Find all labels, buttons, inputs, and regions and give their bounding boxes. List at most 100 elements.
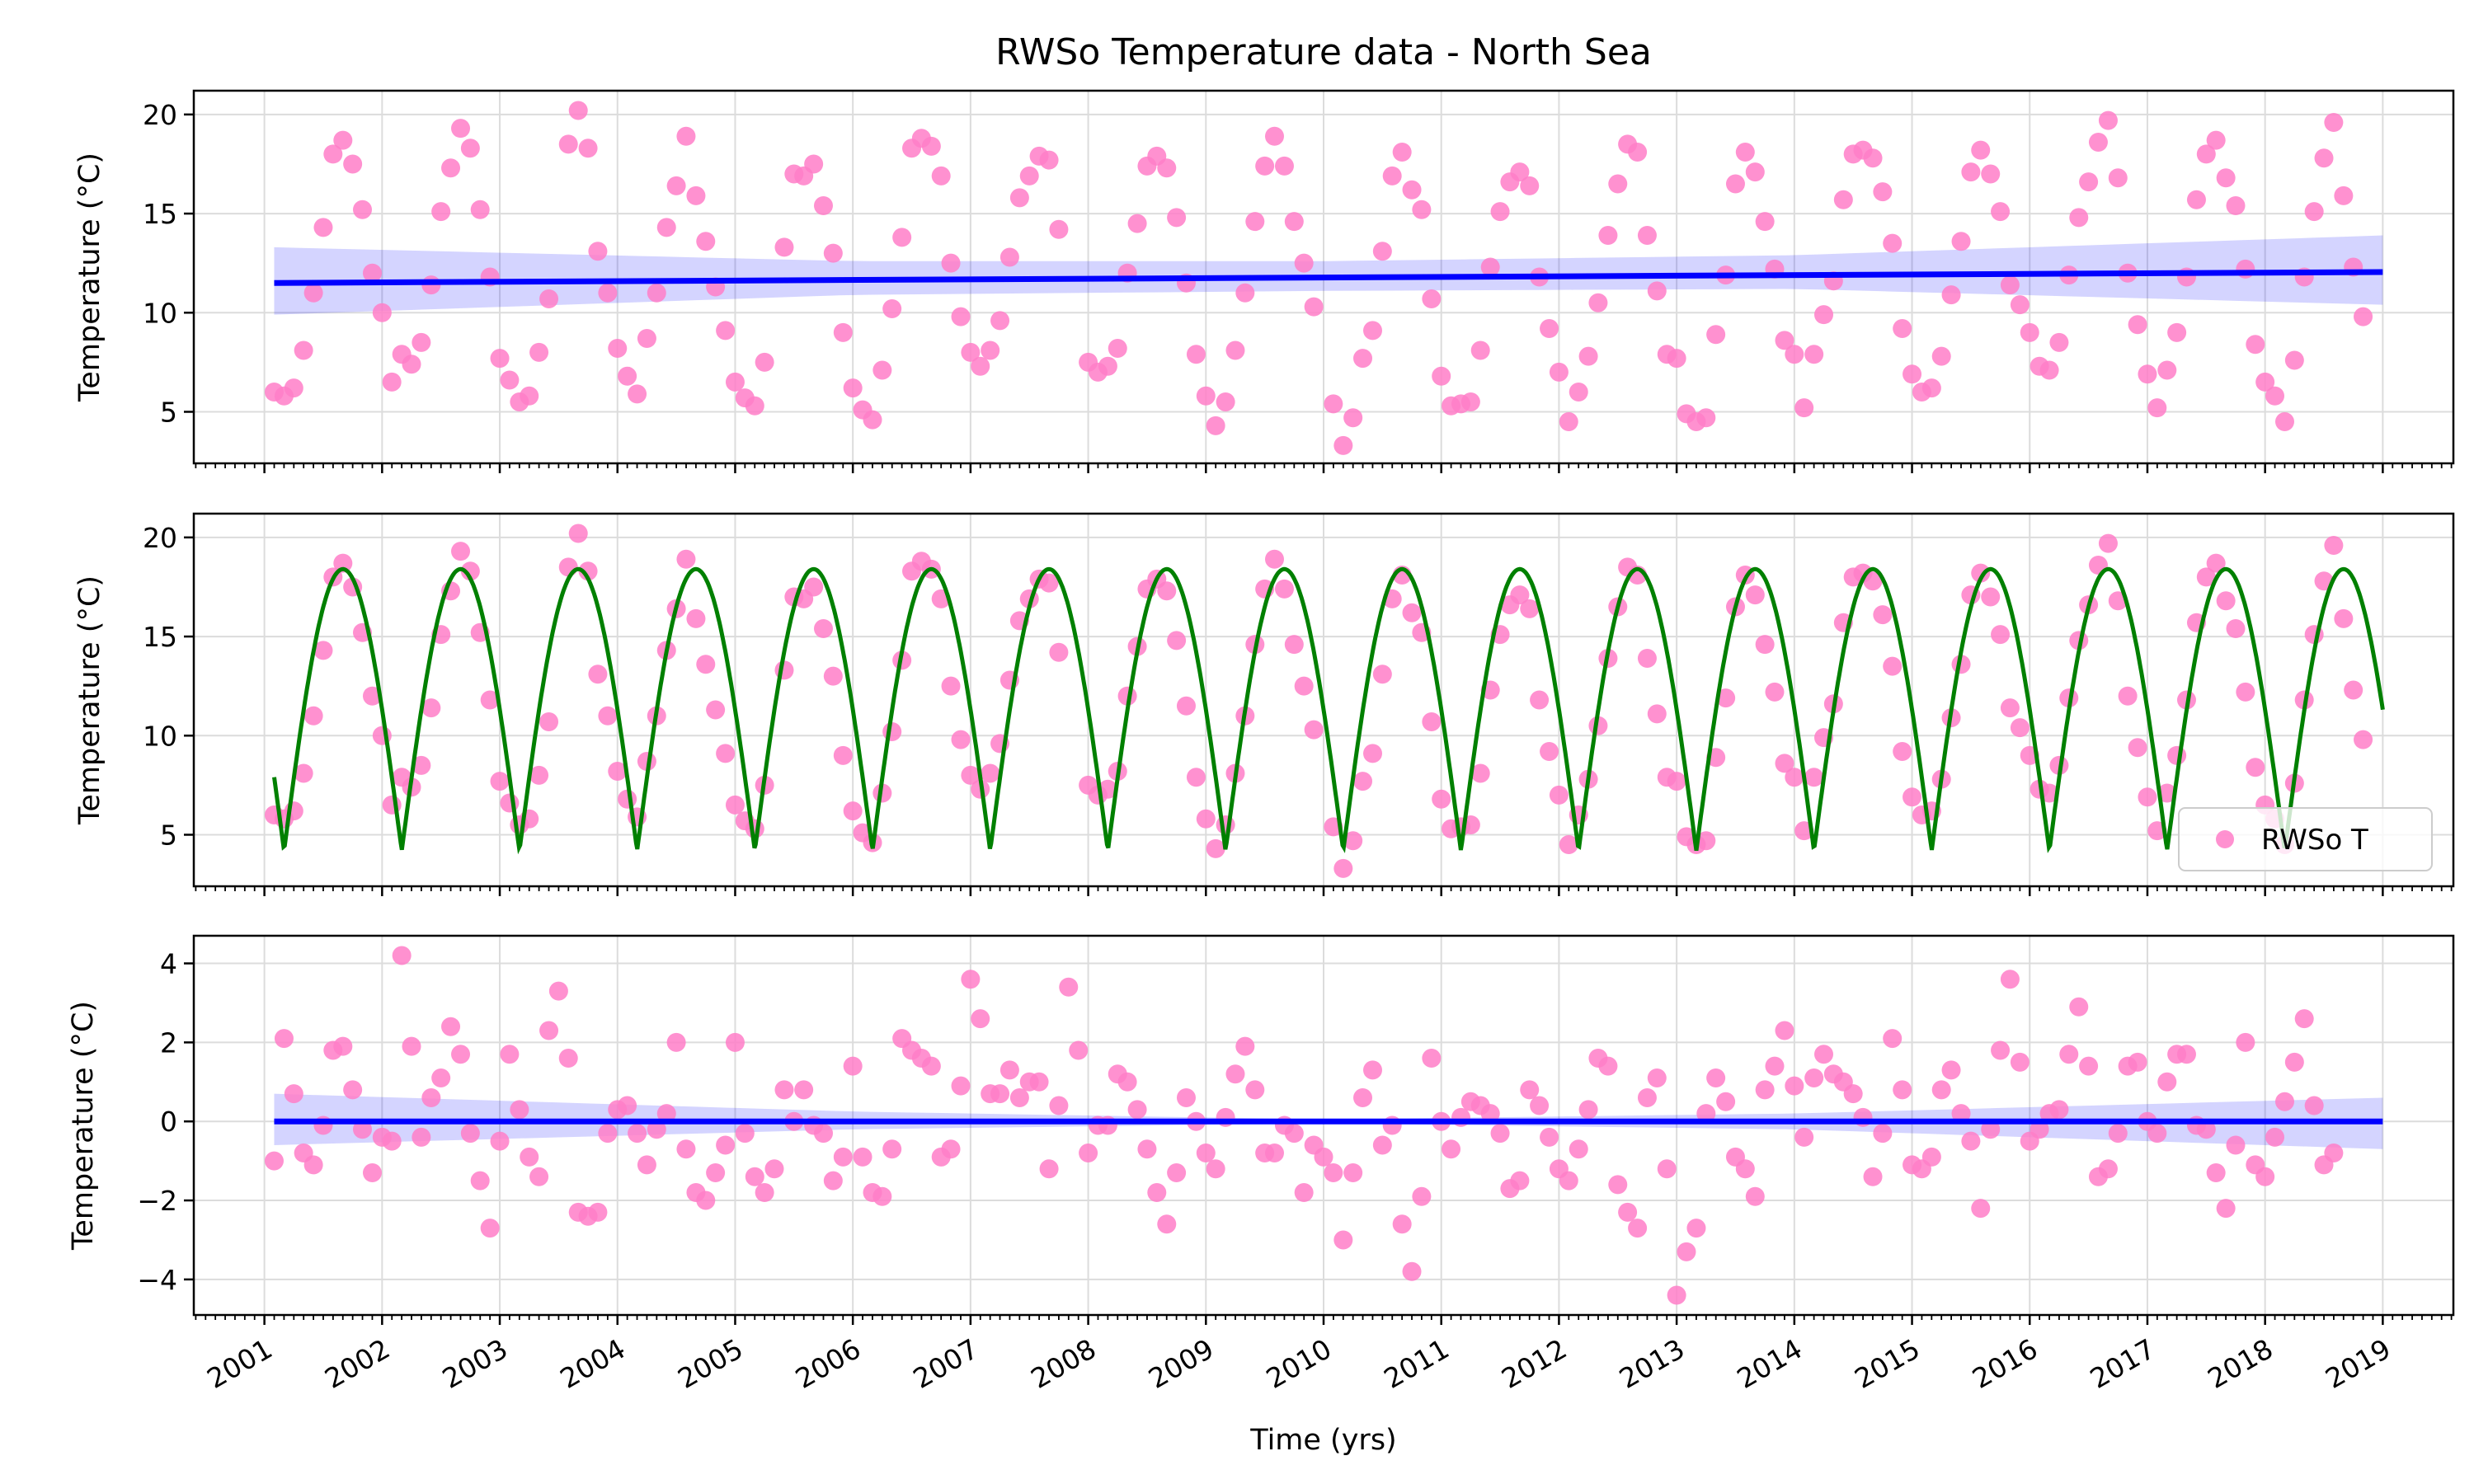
data-point <box>1510 162 1530 182</box>
data-point <box>1951 232 1971 251</box>
data-point <box>294 763 313 783</box>
data-point <box>558 557 578 577</box>
data-point <box>1039 150 1059 170</box>
data-point <box>1598 1056 1618 1076</box>
data-point <box>1460 392 1480 411</box>
data-point <box>1392 143 1412 162</box>
data-point <box>1480 1104 1500 1124</box>
data-point <box>1176 1087 1196 1107</box>
data-point <box>1785 1076 1804 1096</box>
data-point <box>990 1084 1010 1104</box>
data-point <box>1432 366 1451 386</box>
data-point <box>1264 549 1284 569</box>
data-point <box>2226 618 2246 638</box>
data-point <box>1520 176 1540 195</box>
data-point <box>1794 1127 1814 1147</box>
data-point <box>2079 172 2099 192</box>
data-point <box>1559 1171 1578 1190</box>
data-point <box>500 793 520 813</box>
data-point <box>2128 1052 2147 1072</box>
data-point <box>451 542 471 561</box>
data-point <box>1991 202 2011 222</box>
data-point <box>539 289 559 308</box>
data-point <box>2000 698 2020 718</box>
data-point <box>529 765 549 785</box>
data-point <box>725 795 745 815</box>
data-point <box>1931 1080 1951 1100</box>
data-point <box>716 321 736 340</box>
data-point <box>1480 257 1500 277</box>
data-point <box>1049 1096 1069 1115</box>
data-point <box>520 386 539 406</box>
data-point <box>1637 226 1657 246</box>
data-point <box>686 186 706 205</box>
data-point <box>588 242 608 261</box>
data-point <box>2236 259 2255 279</box>
data-point <box>2138 364 2157 384</box>
data-point <box>892 228 912 247</box>
data-point <box>1402 1261 1422 1281</box>
data-point <box>961 970 981 989</box>
data-point <box>1225 340 1245 360</box>
data-point <box>529 342 549 362</box>
data-point <box>2030 1120 2049 1139</box>
data-point <box>2284 1052 2304 1072</box>
data-point <box>2000 970 2020 989</box>
data-point <box>1903 364 1922 384</box>
data-point <box>774 1080 794 1100</box>
data-point <box>1941 1060 1961 1080</box>
data-point <box>1530 1096 1550 1115</box>
data-point <box>961 342 981 362</box>
data-point <box>303 706 323 726</box>
legend-box <box>2178 807 2433 871</box>
data-point <box>1274 156 1294 176</box>
data-point <box>1833 190 1853 209</box>
data-point <box>1893 319 1912 339</box>
legend-label: RWSo T <box>2261 824 2368 857</box>
y-tick-label: 4 <box>160 948 177 980</box>
data-point <box>1540 319 1559 339</box>
data-point <box>921 1056 941 1076</box>
data-point <box>412 755 431 775</box>
data-point <box>313 641 333 660</box>
data-point <box>1540 742 1559 762</box>
data-point <box>1157 158 1177 178</box>
data-point <box>1667 1285 1686 1305</box>
data-point <box>2138 787 2157 807</box>
data-point <box>353 1120 373 1139</box>
data-point <box>1363 744 1383 763</box>
data-point <box>1921 1147 1941 1167</box>
data-point <box>520 1147 539 1167</box>
data-point <box>666 176 686 195</box>
data-point <box>431 202 451 222</box>
data-point <box>1353 772 1373 791</box>
data-point <box>1608 1175 1628 1195</box>
data-point <box>1794 398 1814 418</box>
data-point <box>774 237 794 257</box>
plot-area <box>264 524 2385 878</box>
data-point <box>745 1167 764 1186</box>
data-point <box>1284 212 1304 232</box>
data-point <box>1079 1144 1098 1163</box>
data-point <box>1716 688 1736 708</box>
data-point <box>1009 1087 1029 1107</box>
data-point <box>460 139 480 158</box>
data-point <box>1274 579 1294 599</box>
data-point <box>1716 1092 1736 1111</box>
data-point <box>2304 202 2324 222</box>
data-point <box>2167 322 2187 342</box>
data-point <box>656 1104 676 1124</box>
data-point <box>1725 174 1745 194</box>
data-point <box>2088 133 2108 153</box>
data-point <box>2157 360 2177 380</box>
y-axis-label: Temperature (°C) <box>67 1001 100 1251</box>
data-point <box>1873 1124 1893 1144</box>
data-point <box>1735 1159 1755 1179</box>
data-point <box>1893 1080 1912 1100</box>
data-point <box>843 378 863 398</box>
data-point <box>2147 1124 2167 1144</box>
data-point <box>382 372 402 392</box>
data-point <box>353 200 373 219</box>
y-tick-label: 20 <box>143 99 177 131</box>
data-point <box>2236 682 2255 702</box>
